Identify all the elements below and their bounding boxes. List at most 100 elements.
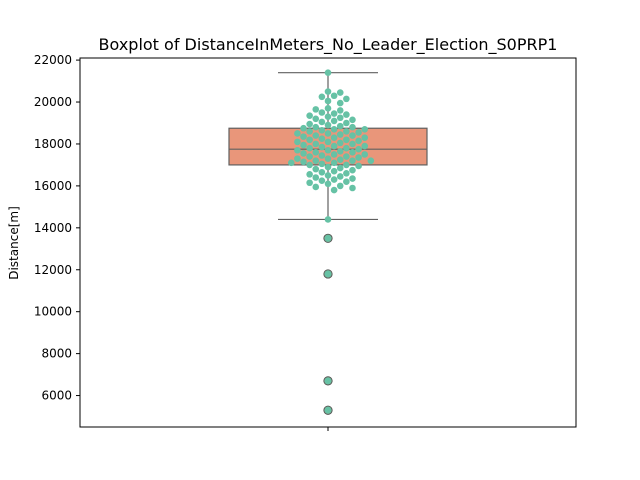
swarm-point <box>312 174 320 181</box>
swarm-point <box>294 155 301 162</box>
swarm-point <box>336 147 344 155</box>
swarm-point <box>324 138 332 146</box>
swarm-point <box>330 117 338 125</box>
swarm-point <box>330 125 338 133</box>
swarm-point <box>336 131 344 138</box>
swarm-point <box>330 142 338 150</box>
swarm-point <box>312 157 320 165</box>
swarm-point <box>336 114 344 122</box>
swarm-point <box>306 128 313 135</box>
swarm-point <box>336 99 344 107</box>
swarm-point <box>330 167 338 175</box>
swarm-point <box>324 172 332 179</box>
swarm-point <box>343 111 350 118</box>
swarm-point <box>349 140 356 148</box>
swarm-point <box>318 143 326 151</box>
swarm-point <box>336 156 344 163</box>
swarm-point <box>324 121 332 129</box>
swarm-point <box>349 149 356 156</box>
swarm-point <box>306 171 313 178</box>
swarm-point <box>330 92 338 100</box>
swarm-point <box>355 162 362 170</box>
swarm-point <box>294 146 301 154</box>
swarm-point <box>318 135 326 143</box>
swarm-point <box>330 176 338 183</box>
y-tick-label: 18000 <box>34 137 72 151</box>
swarm-point <box>361 125 369 133</box>
swarm-point <box>324 146 332 154</box>
y-tick-label: 6000 <box>41 389 72 403</box>
swarm-point <box>324 270 332 278</box>
swarm-point <box>343 128 350 135</box>
swarm-point <box>355 137 362 145</box>
swarm-point <box>324 216 332 223</box>
swarm-point <box>343 95 350 103</box>
swarm-point <box>300 124 307 132</box>
swarm-point <box>324 69 332 76</box>
chart-title: Boxplot of DistanceInMeters_No_Leader_El… <box>99 35 558 55</box>
swarm-point <box>343 153 350 160</box>
swarm-point <box>324 97 332 105</box>
swarm-point <box>330 110 338 117</box>
swarm-point <box>306 179 313 187</box>
y-tick-label: 16000 <box>34 179 72 193</box>
swarm-point <box>330 151 338 158</box>
swarm-point <box>306 112 313 119</box>
swarm-point <box>306 120 313 128</box>
swarm-point <box>312 149 320 156</box>
swarm-point <box>318 160 326 168</box>
y-tick-label: 12000 <box>34 263 72 277</box>
swarm-point <box>349 132 356 139</box>
swarm-point <box>367 157 375 165</box>
swarm-point <box>324 130 332 137</box>
swarm-point <box>361 142 369 150</box>
swarm-point <box>312 123 320 131</box>
swarm-point <box>318 127 326 134</box>
swarm-point <box>343 161 350 169</box>
swarm-point <box>306 144 313 152</box>
swarm-point <box>312 115 320 123</box>
swarm-point <box>343 178 350 185</box>
y-tick-label: 8000 <box>41 347 72 361</box>
swarm-point <box>336 182 344 190</box>
swarm-point <box>300 158 307 166</box>
swarm-point <box>300 150 307 157</box>
swarm-point <box>336 173 344 180</box>
swarm-point <box>336 89 344 96</box>
y-tick-label: 10000 <box>34 305 72 319</box>
swarm-point <box>318 93 326 101</box>
swarm-point <box>361 134 369 141</box>
swarm-point <box>349 184 356 192</box>
swarm-point <box>324 163 332 171</box>
swarm-point <box>349 157 356 165</box>
swarm-point <box>306 161 313 169</box>
swarm-point <box>336 139 344 147</box>
swarm-point <box>312 106 320 113</box>
swarm-point <box>324 88 332 95</box>
swarm-point <box>330 134 338 141</box>
swarm-point <box>318 152 326 159</box>
swarm-point <box>361 151 369 158</box>
swarm-point <box>312 132 320 139</box>
y-axis: 6000 8000 10000 12000 14000 16000 18000 20000 22… <box>34 53 80 403</box>
y-tick-label: 22000 <box>34 53 72 67</box>
swarm-point <box>300 133 307 140</box>
swarm-point <box>324 113 332 121</box>
y-axis-label: Distance[m] <box>7 206 21 280</box>
swarm-point <box>349 175 356 182</box>
swarm-point <box>330 159 338 167</box>
swarm-point <box>324 155 332 162</box>
swarm-point <box>336 164 344 172</box>
swarm-point <box>343 144 350 152</box>
swarm-point <box>349 116 356 124</box>
swarm-point <box>300 141 307 149</box>
swarm-point <box>336 107 344 114</box>
swarm-point <box>336 122 344 130</box>
swarm-point <box>318 109 326 116</box>
swarm-point <box>349 166 356 174</box>
swarm-point <box>343 136 350 144</box>
swarm-point <box>287 159 295 167</box>
swarm-point <box>343 119 350 127</box>
swarm-point <box>324 406 332 414</box>
